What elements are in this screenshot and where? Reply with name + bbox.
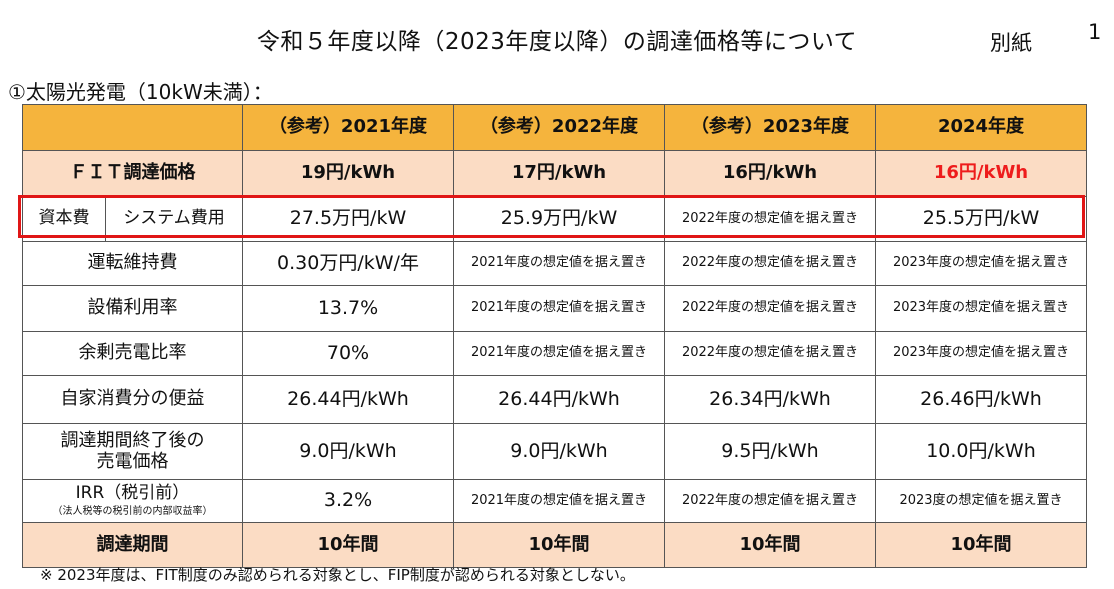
- cell-value: 26.46円/kWh: [875, 375, 1087, 424]
- row-label: 運転維持費: [22, 241, 243, 286]
- cell-value: 2023年度の想定値を据え置き: [875, 241, 1087, 286]
- table-row: 資本費 システム費用 27.5万円/kW 25.9万円/kW 2022年度の想定…: [22, 196, 1087, 242]
- cell-value: 2021年度の想定値を据え置き: [453, 331, 665, 376]
- system-cost-label: システム費用: [123, 208, 225, 229]
- cell-value: 2021年度の想定値を据え置き: [453, 479, 665, 523]
- cell-value: 2023年度の想定値を据え置き: [875, 331, 1087, 376]
- header-cell-blank: [22, 104, 243, 151]
- header-cell-2024: 2024年度: [875, 104, 1087, 151]
- table-row: 調達期間終了後の 売電価格 9.0円/kWh 9.0円/kWh 9.5円/kWh…: [22, 423, 1087, 480]
- table-row: ＦＩＴ調達価格 19円/kWh 17円/kWh 16円/kWh 16円/kWh: [22, 150, 1087, 197]
- cell-value: 2023度の想定値を据え置き: [875, 479, 1087, 523]
- cell-value: 10年間: [453, 522, 665, 568]
- cell-value: 13.7%: [242, 285, 454, 332]
- cell-value: 2022年度の想定値を据え置き: [664, 196, 876, 242]
- capital-label: 資本費: [23, 197, 106, 241]
- cell-value: 25.5万円/kW: [875, 196, 1087, 242]
- cell-value: 70%: [242, 331, 454, 376]
- procurement-price-table: （参考）2021年度 （参考）2022年度 （参考）2023年度 2024年度 …: [22, 104, 1087, 568]
- cell-value: 2022年度の想定値を据え置き: [664, 479, 876, 523]
- header-cell-2022: （参考）2022年度: [453, 104, 665, 151]
- row-label-period: 調達期間: [22, 522, 243, 568]
- irr-label: IRR（税引前）: [75, 483, 190, 504]
- cell-value: 10.0円/kWh: [875, 423, 1087, 480]
- row-label-fit-price: ＦＩＴ調達価格: [22, 150, 243, 197]
- cell-value: 2022年度の想定値を据え置き: [664, 285, 876, 332]
- cell-value: 16円/kWh: [664, 150, 876, 197]
- row-label: 調達期間終了後の 売電価格: [22, 423, 243, 480]
- cell-value: 19円/kWh: [242, 150, 454, 197]
- table-row: 調達期間 10年間 10年間 10年間 10年間: [22, 522, 1087, 568]
- row-label: 自家消費分の便益: [22, 375, 243, 424]
- row-label-line1: 調達期間終了後の: [60, 429, 205, 451]
- row-label: 設備利用率: [22, 285, 243, 332]
- cell-value: 10年間: [875, 522, 1087, 568]
- row-label: IRR（税引前） （法人税等の税引前の内部収益率）: [22, 479, 243, 523]
- row-label: 余剰売電比率: [22, 331, 243, 376]
- row-label-capital-cost: 資本費 システム費用: [22, 196, 243, 242]
- cell-value: 10年間: [242, 522, 454, 568]
- irr-sublabel: （法人税等の税引前の内部収益率）: [52, 506, 213, 518]
- cell-value: 10年間: [664, 522, 876, 568]
- cell-value: 2023年度の想定値を据え置き: [875, 285, 1087, 332]
- cell-value: 9.5円/kWh: [664, 423, 876, 480]
- cell-value: 0.30万円/kW/年: [242, 241, 454, 286]
- table-row: IRR（税引前） （法人税等の税引前の内部収益率） 3.2% 2021年度の想定…: [22, 479, 1087, 523]
- cell-value: 2022年度の想定値を据え置き: [664, 241, 876, 286]
- table-row: 設備利用率 13.7% 2021年度の想定値を据え置き 2022年度の想定値を据…: [22, 285, 1087, 332]
- section-subtitle: ①太陽光発電（10kW未満）：: [8, 80, 273, 104]
- cell-value: 9.0円/kWh: [242, 423, 454, 480]
- cell-value: 3.2%: [242, 479, 454, 523]
- cell-value: 2021年度の想定値を据え置き: [453, 285, 665, 332]
- table-row: 自家消費分の便益 26.44円/kWh 26.44円/kWh 26.34円/kW…: [22, 375, 1087, 424]
- footnote: ※ 2023年度は、FIT制度のみ認められる対象とし、FIP制度が認められる対象…: [40, 566, 635, 584]
- cell-value-emphasis: 16円/kWh: [875, 150, 1087, 197]
- cell-value: 26.44円/kWh: [242, 375, 454, 424]
- row-label-line2: 売電価格: [96, 450, 169, 472]
- attachment-tag: 別紙: [990, 31, 1032, 55]
- cell-value: 25.9万円/kW: [453, 196, 665, 242]
- table-row: 余剰売電比率 70% 2021年度の想定値を据え置き 2022年度の想定値を据え…: [22, 331, 1087, 376]
- cell-value: 26.34円/kWh: [664, 375, 876, 424]
- cell-value: 27.5万円/kW: [242, 196, 454, 242]
- cell-value: 9.0円/kWh: [453, 423, 665, 480]
- header-cell-2021: （参考）2021年度: [242, 104, 454, 151]
- page-title: 令和５年度以降（2023年度以降）の調達価格等について: [256, 29, 858, 55]
- cell-value: 2022年度の想定値を据え置き: [664, 331, 876, 376]
- cell-value: 26.44円/kWh: [453, 375, 665, 424]
- header-cell-2023: （参考）2023年度: [664, 104, 876, 151]
- cell-value: 17円/kWh: [453, 150, 665, 197]
- table-header-row: （参考）2021年度 （参考）2022年度 （参考）2023年度 2024年度: [22, 104, 1087, 151]
- table-row: 運転維持費 0.30万円/kW/年 2021年度の想定値を据え置き 2022年度…: [22, 241, 1087, 286]
- page-number: 1: [1088, 20, 1102, 44]
- cell-value: 2021年度の想定値を据え置き: [453, 241, 665, 286]
